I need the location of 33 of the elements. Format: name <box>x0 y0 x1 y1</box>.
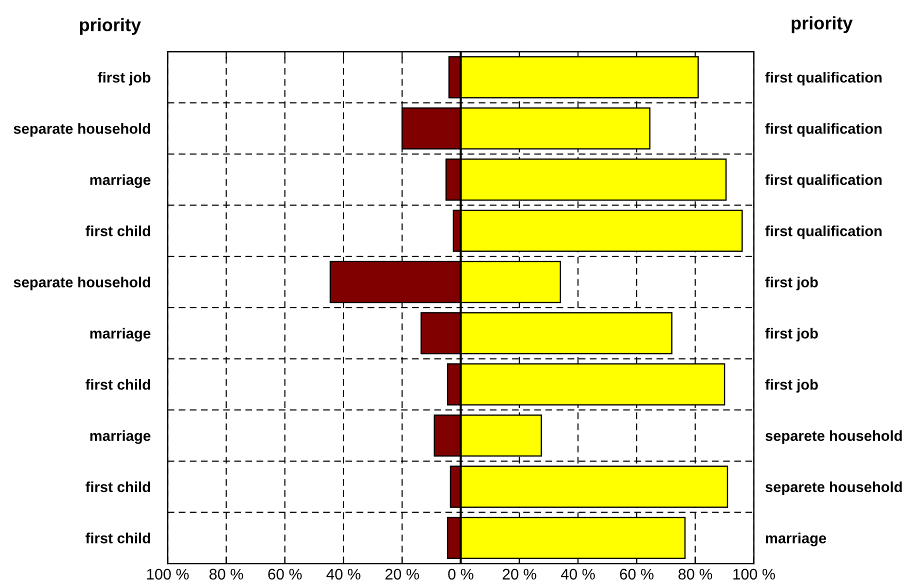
y-tick-label: separate household <box>14 123 150 137</box>
y-tick-label: first job <box>98 72 150 86</box>
x-tick-label: 100 % <box>147 568 189 580</box>
y2-tick-label: first job <box>765 276 818 290</box>
y-tick-label: separate household <box>14 276 150 290</box>
x-tick-label: 40 % <box>326 568 360 580</box>
y-tick-label: marriage <box>90 174 150 188</box>
x-tick-label: 80 % <box>678 568 712 580</box>
y2-tick-label: first qualification <box>765 226 882 240</box>
y-tick-label: first child <box>86 379 150 390</box>
x-tick-label: 0 % <box>448 568 474 580</box>
y2-tick-label: first job <box>765 328 818 342</box>
x-tick-label: 60 % <box>268 568 302 580</box>
y2-tick-label: separete household <box>765 430 902 444</box>
y-axis-title: priority <box>80 18 141 35</box>
y2-tick-label: first job <box>765 379 818 393</box>
y-tick-label: first child <box>86 481 150 492</box>
y2-tick-label: first qualification <box>765 174 882 188</box>
x-tick-label: 20 % <box>502 568 536 580</box>
y2-tick-label: first qualification <box>765 123 882 137</box>
x-tick-label: 20 % <box>385 568 419 580</box>
x-tick-label: 40 % <box>560 568 595 580</box>
y-tick-label: marriage <box>90 328 150 342</box>
y-tick-label: marriage <box>90 430 150 444</box>
y2-axis-title: priority <box>792 16 853 34</box>
x-tick-label: 100 % <box>733 568 775 580</box>
y-tick-label: first child <box>86 226 150 236</box>
x-tick-label: 80 % <box>210 568 244 580</box>
y2-tick-label: separete household <box>765 481 902 496</box>
y-tick-label: first child <box>86 532 150 544</box>
y2-tick-label: first qualification <box>765 72 882 86</box>
x-tick-label: 60 % <box>620 568 654 580</box>
y2-tick-label: marriage <box>766 532 826 546</box>
